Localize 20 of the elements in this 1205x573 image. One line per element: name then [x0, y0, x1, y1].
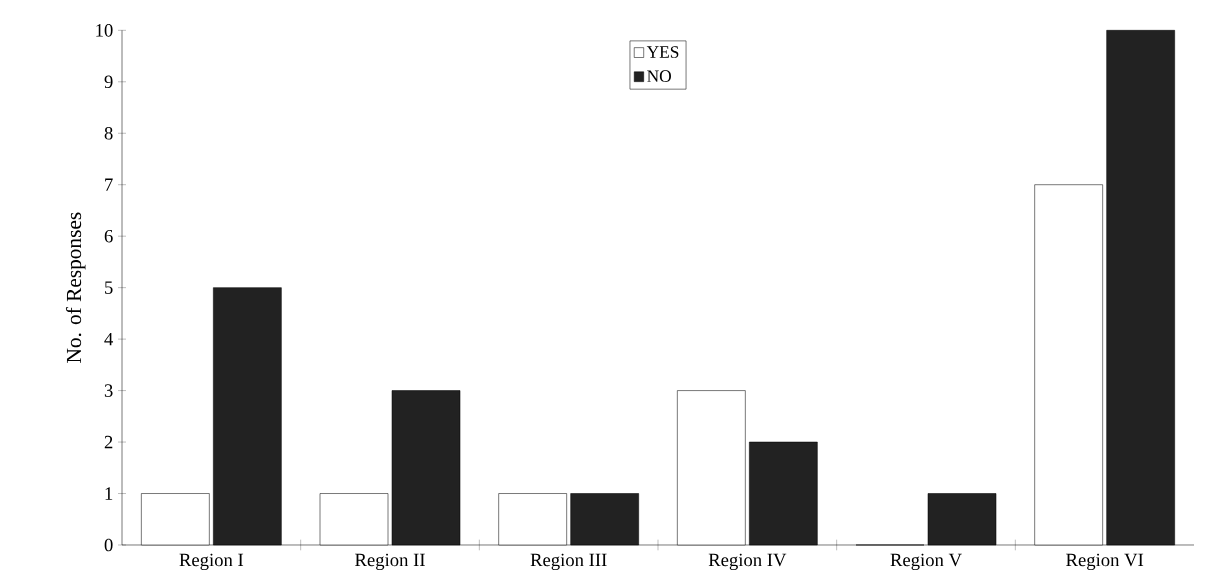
y-tick-label: 0: [104, 538, 113, 552]
x-tick-label: Region I: [179, 553, 244, 571]
y-axis-title: No. of Responses: [65, 212, 86, 363]
y-tick-label: 4: [104, 332, 114, 346]
x-tick-label: Region VI: [1066, 553, 1144, 571]
x-tick-label: Region IV: [708, 553, 787, 571]
x-tick-label: Region II: [355, 553, 425, 571]
y-tick-label: 3: [104, 384, 113, 397]
y-tick-label: 8: [104, 126, 113, 140]
x-tick-label: Region V: [890, 553, 962, 571]
y-tick-label: 1: [105, 487, 113, 500]
y-tick-label: 7: [105, 178, 113, 191]
y-tick-label: 5: [105, 281, 113, 294]
y-tick-label: 6: [104, 229, 113, 243]
y-tick-label: 2: [104, 435, 113, 449]
y-tick-label: 10: [96, 24, 113, 37]
y-tick-label: 9: [104, 75, 113, 89]
legend-label: YES: [646, 46, 679, 58]
legend-label: NO: [647, 70, 671, 82]
x-tick-label: Region III: [530, 553, 607, 571]
